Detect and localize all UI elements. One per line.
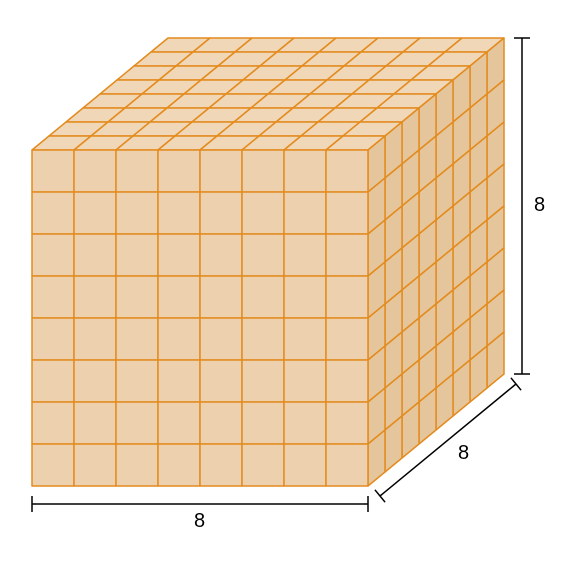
depth-label: 8 bbox=[458, 442, 469, 465]
width-label: 8 bbox=[194, 510, 205, 533]
height-label: 8 bbox=[534, 194, 545, 217]
cube-svg bbox=[0, 0, 564, 572]
cube-diagram: 8 8 8 bbox=[0, 0, 564, 572]
